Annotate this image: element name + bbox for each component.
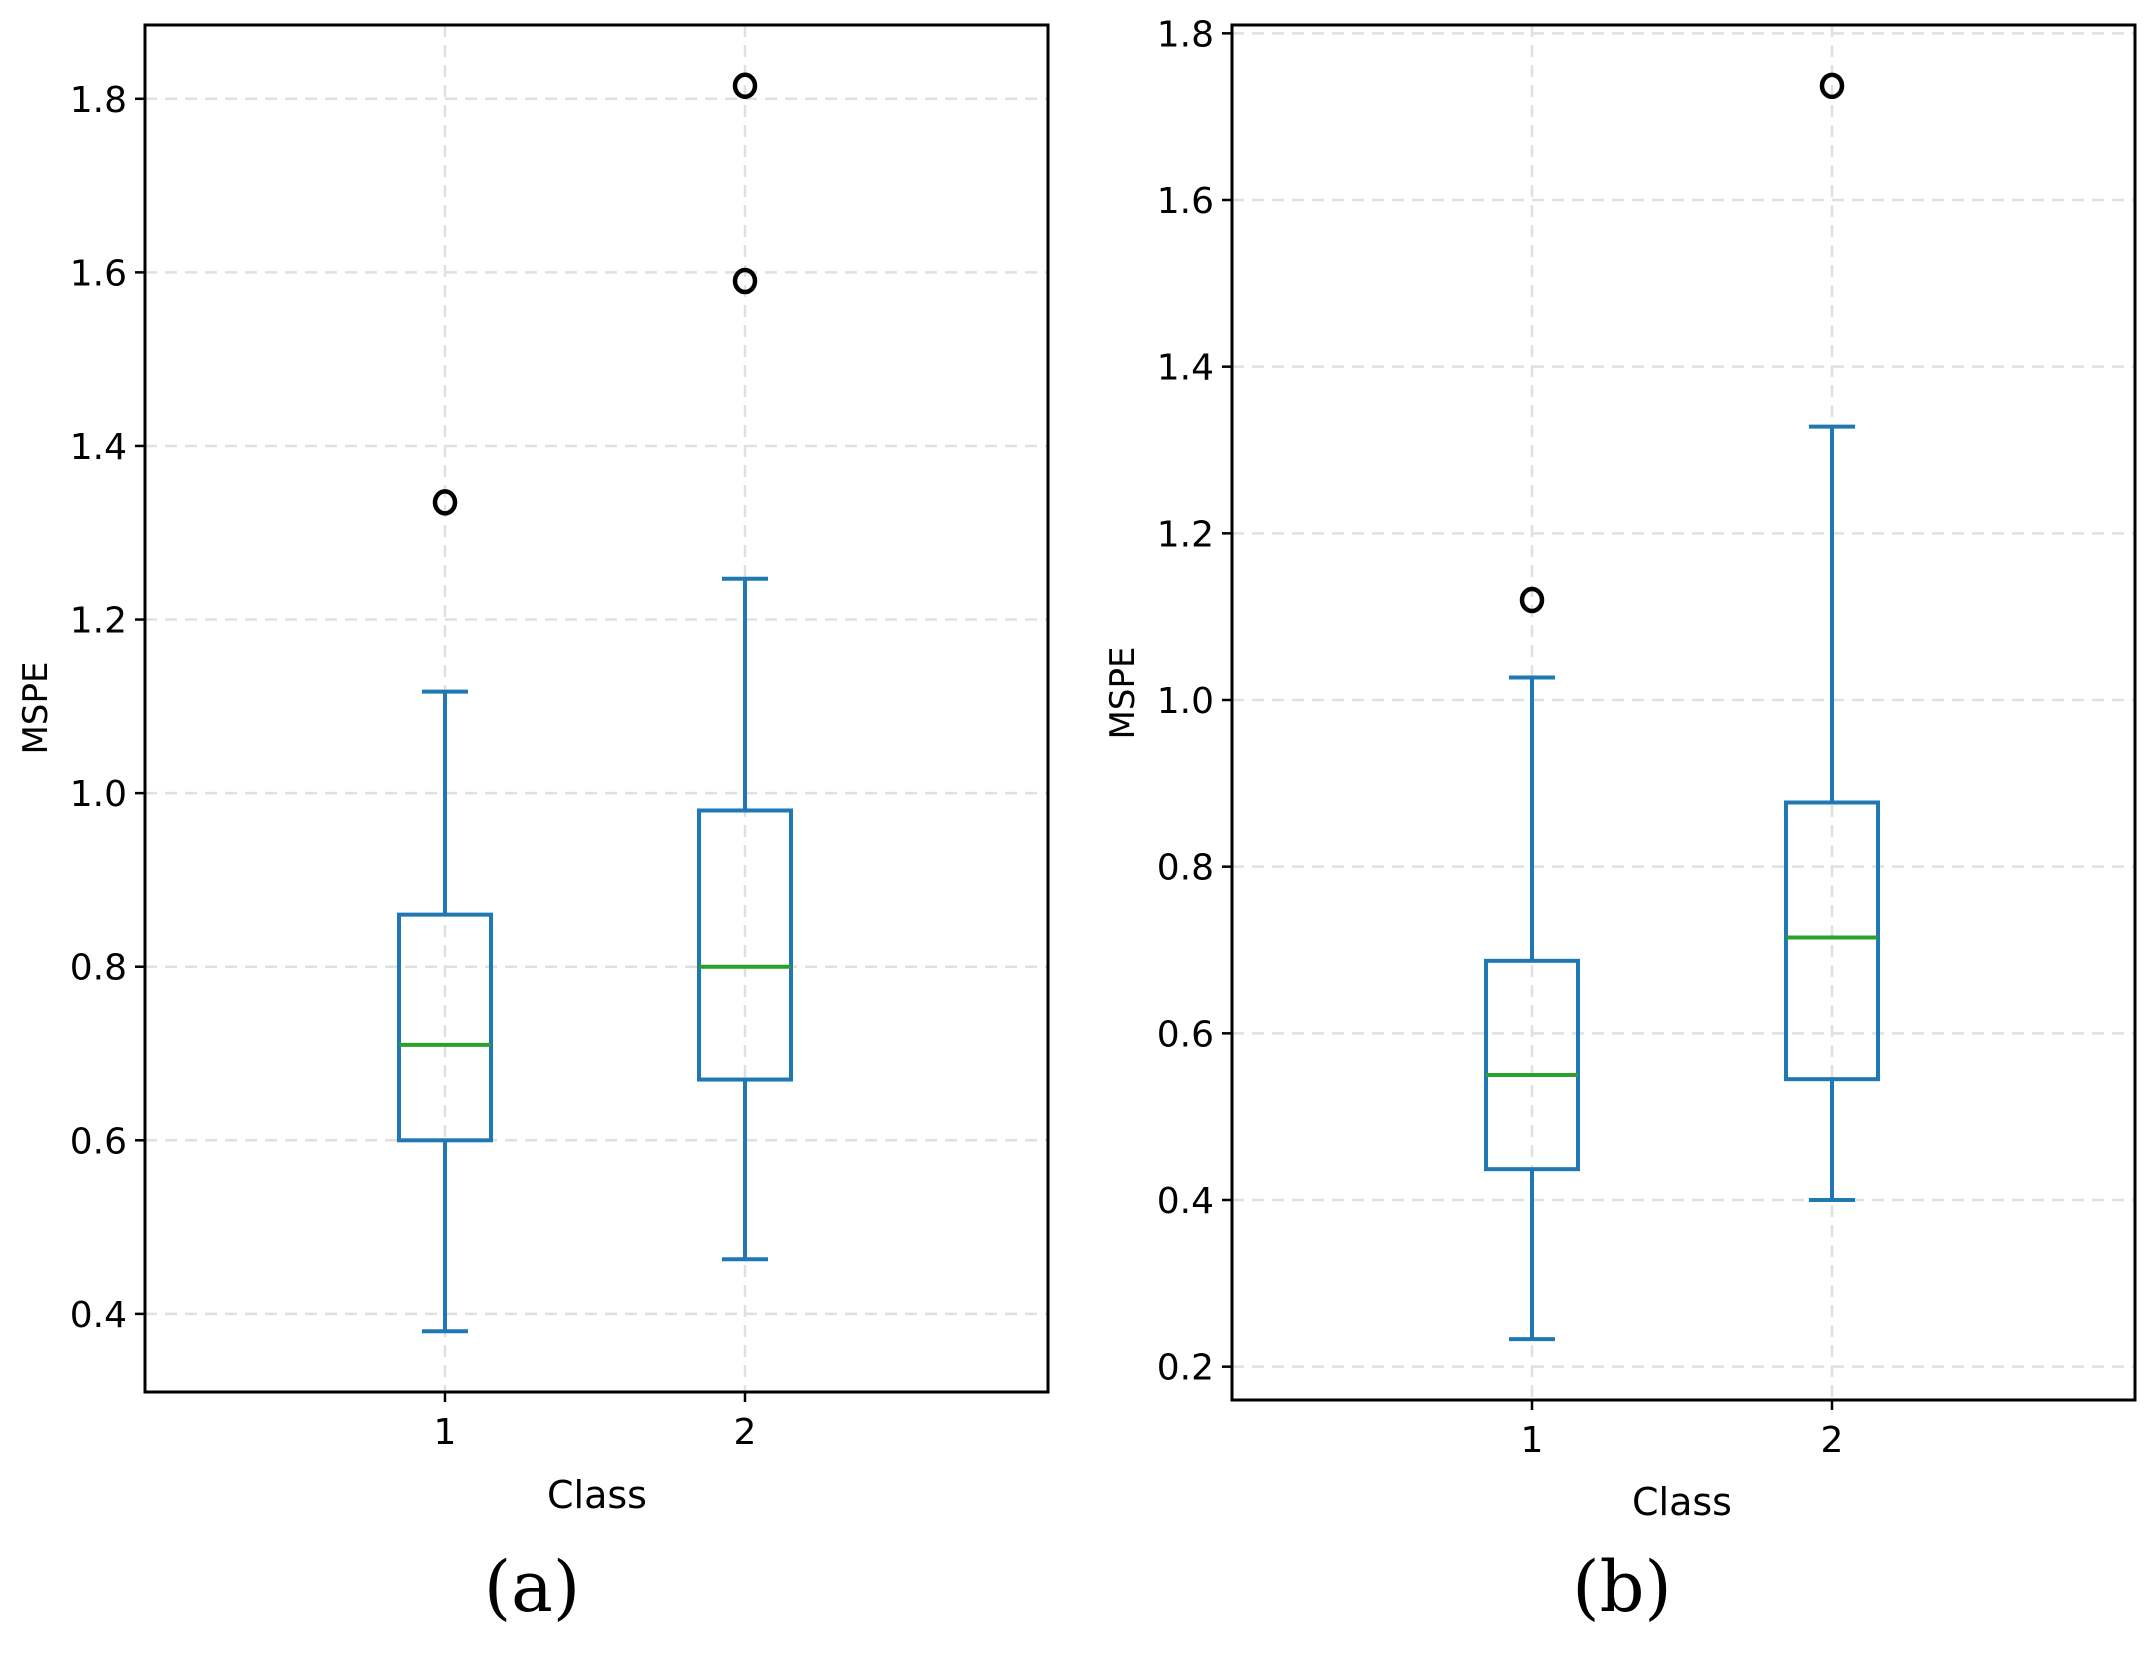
iqr-box [697, 808, 793, 1082]
chart-b: 0.2 0.4 0.6 0.8 1.0 1.2 1.4 1.6 1.8 1 2 Class MSPE [1103, 14, 2137, 1524]
y-tick-label: 0.2 [1157, 1348, 1214, 1389]
x-tick-label: 2 [1821, 1420, 1844, 1461]
outlier-point [1819, 72, 1845, 100]
x-tick-label: 1 [1521, 1420, 1544, 1461]
y-tick-label: 1.4 [1157, 348, 1214, 389]
y-tick-label: 0.4 [1157, 1181, 1214, 1222]
chart-a: 0.4 0.6 0.8 1.0 1.2 1.4 1.6 1.8 1 2 Class MSPE [16, 23, 1050, 1517]
y-tick-label: 1.6 [1157, 181, 1214, 222]
y-tick-label: 1.8 [70, 80, 127, 121]
outlier-point [732, 72, 758, 100]
x-tick-label: 2 [734, 1412, 757, 1453]
panel-label-a: (a) [483, 1546, 581, 1628]
y-tick-label: 1.0 [1157, 681, 1214, 722]
iqr-box [397, 912, 493, 1143]
outlier-point [1519, 586, 1545, 614]
y-axis-label: MSPE [1103, 647, 1143, 740]
y-axis-label: MSPE [16, 662, 56, 755]
y-tick-label: 1.4 [70, 427, 127, 468]
y-tick-label: 1.8 [1157, 14, 1214, 55]
outlier-point [732, 267, 758, 295]
y-tick-label: 0.6 [1157, 1014, 1214, 1055]
y-tick-label: 0.8 [70, 948, 127, 989]
axes-frame [143, 23, 1050, 1394]
y-tick-label: 1.0 [70, 774, 127, 815]
iqr-box [1484, 958, 1580, 1172]
iqr-box [1784, 800, 1880, 1082]
panel-label-b: (b) [1572, 1546, 1672, 1628]
y-tick-label: 1.2 [70, 601, 127, 642]
x-axis-label: Class [1632, 1480, 1732, 1524]
x-tick-label: 1 [434, 1412, 457, 1453]
y-tick-label: 1.6 [70, 253, 127, 294]
y-tick-label: 0.8 [1157, 848, 1214, 889]
outlier-point [432, 489, 458, 516]
y-tick-label: 0.6 [70, 1121, 127, 1162]
y-tick-label: 0.4 [70, 1295, 127, 1336]
x-axis-label: Class [547, 1473, 647, 1517]
axes-frame [1230, 23, 2137, 1402]
y-tick-label: 1.2 [1157, 514, 1214, 555]
